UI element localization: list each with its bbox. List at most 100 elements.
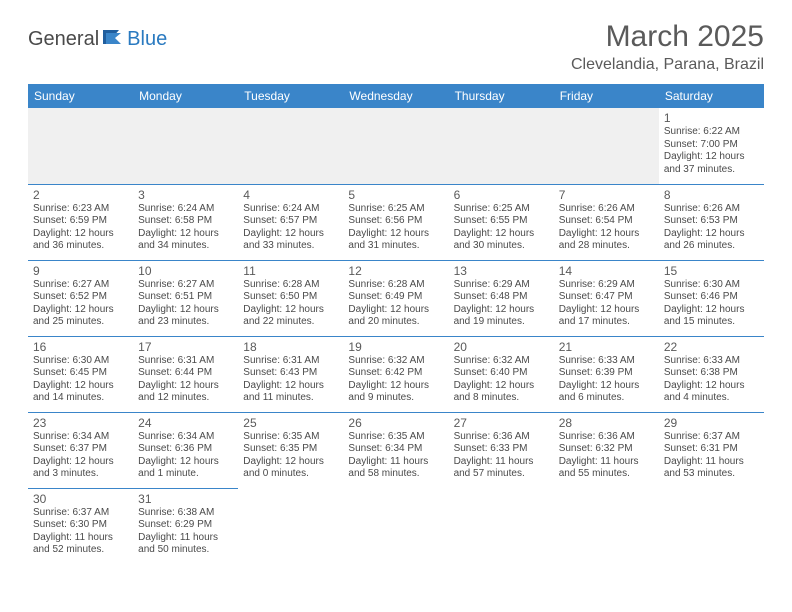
logo-text-general: General (28, 28, 99, 51)
calendar-cell: 21Sunrise: 6:33 AMSunset: 6:39 PMDayligh… (554, 336, 659, 412)
day-detail: Daylight: 12 hours (454, 304, 549, 317)
day-number: 18 (243, 340, 338, 354)
calendar-cell-empty (659, 488, 764, 564)
calendar-cell-empty (554, 488, 659, 564)
day-detail: Daylight: 12 hours (348, 304, 443, 317)
calendar-cell: 20Sunrise: 6:32 AMSunset: 6:40 PMDayligh… (449, 336, 554, 412)
day-number: 4 (243, 188, 338, 202)
day-detail: Sunset: 6:31 PM (664, 443, 759, 456)
calendar-cell: 17Sunrise: 6:31 AMSunset: 6:44 PMDayligh… (133, 336, 238, 412)
day-detail: Daylight: 12 hours (664, 380, 759, 393)
day-detail: Sunset: 6:42 PM (348, 367, 443, 380)
day-detail: Sunset: 6:47 PM (559, 291, 654, 304)
day-detail: Daylight: 11 hours (559, 456, 654, 469)
day-detail: Sunset: 6:57 PM (243, 215, 338, 228)
day-detail: Sunrise: 6:34 AM (33, 431, 128, 444)
day-number: 11 (243, 264, 338, 278)
page-title: March 2025 (571, 20, 764, 54)
day-number: 27 (454, 416, 549, 430)
day-detail: Sunset: 6:56 PM (348, 215, 443, 228)
day-number: 26 (348, 416, 443, 430)
day-number: 29 (664, 416, 759, 430)
day-detail: Sunset: 6:44 PM (138, 367, 233, 380)
day-detail: Sunrise: 6:35 AM (243, 431, 338, 444)
calendar-cell: 16Sunrise: 6:30 AMSunset: 6:45 PMDayligh… (28, 336, 133, 412)
day-detail: Sunset: 6:52 PM (33, 291, 128, 304)
day-detail: Daylight: 12 hours (664, 304, 759, 317)
day-detail: Sunrise: 6:31 AM (243, 355, 338, 368)
day-number: 7 (559, 188, 654, 202)
calendar-cell-empty (28, 108, 133, 184)
day-detail: Daylight: 11 hours (348, 456, 443, 469)
calendar-row: 16Sunrise: 6:30 AMSunset: 6:45 PMDayligh… (28, 336, 764, 412)
day-detail: Sunset: 6:43 PM (243, 367, 338, 380)
day-detail: Sunset: 6:46 PM (664, 291, 759, 304)
day-detail: and 26 minutes. (664, 240, 759, 253)
day-detail: Sunset: 7:00 PM (664, 139, 759, 152)
day-detail: Daylight: 11 hours (138, 532, 233, 545)
day-detail: Sunset: 6:34 PM (348, 443, 443, 456)
calendar-body: 1Sunrise: 6:22 AMSunset: 7:00 PMDaylight… (28, 108, 764, 564)
day-detail: and 15 minutes. (664, 316, 759, 329)
day-detail: Sunset: 6:37 PM (33, 443, 128, 456)
calendar-cell: 7Sunrise: 6:26 AMSunset: 6:54 PMDaylight… (554, 184, 659, 260)
day-detail: Sunset: 6:53 PM (664, 215, 759, 228)
day-detail: Sunrise: 6:30 AM (664, 279, 759, 292)
day-detail: and 34 minutes. (138, 240, 233, 253)
day-detail: Sunset: 6:55 PM (454, 215, 549, 228)
calendar-cell: 28Sunrise: 6:36 AMSunset: 6:32 PMDayligh… (554, 412, 659, 488)
day-header: Wednesday (343, 84, 448, 108)
day-detail: Sunset: 6:32 PM (559, 443, 654, 456)
title-block: March 2025 Clevelandia, Parana, Brazil (571, 20, 764, 74)
day-detail: Daylight: 12 hours (454, 228, 549, 241)
day-detail: Daylight: 12 hours (243, 304, 338, 317)
day-detail: Daylight: 12 hours (664, 228, 759, 241)
logo: General Blue (28, 20, 167, 51)
calendar-cell: 11Sunrise: 6:28 AMSunset: 6:50 PMDayligh… (238, 260, 343, 336)
calendar-cell: 8Sunrise: 6:26 AMSunset: 6:53 PMDaylight… (659, 184, 764, 260)
day-detail: Sunrise: 6:34 AM (138, 431, 233, 444)
day-detail: and 6 minutes. (559, 392, 654, 405)
day-number: 2 (33, 188, 128, 202)
day-number: 17 (138, 340, 233, 354)
day-detail: and 52 minutes. (33, 544, 128, 557)
day-detail: Sunrise: 6:29 AM (559, 279, 654, 292)
day-detail: Daylight: 12 hours (454, 380, 549, 393)
day-detail: Daylight: 12 hours (348, 228, 443, 241)
day-detail: Sunrise: 6:24 AM (138, 203, 233, 216)
calendar-cell: 27Sunrise: 6:36 AMSunset: 6:33 PMDayligh… (449, 412, 554, 488)
calendar-cell: 3Sunrise: 6:24 AMSunset: 6:58 PMDaylight… (133, 184, 238, 260)
day-detail: Daylight: 12 hours (243, 456, 338, 469)
day-detail: Daylight: 12 hours (559, 304, 654, 317)
day-detail: and 23 minutes. (138, 316, 233, 329)
day-detail: and 11 minutes. (243, 392, 338, 405)
day-number: 14 (559, 264, 654, 278)
calendar-cell: 26Sunrise: 6:35 AMSunset: 6:34 PMDayligh… (343, 412, 448, 488)
calendar-row: 1Sunrise: 6:22 AMSunset: 7:00 PMDaylight… (28, 108, 764, 184)
day-detail: Sunset: 6:33 PM (454, 443, 549, 456)
day-number: 15 (664, 264, 759, 278)
day-detail: Sunset: 6:58 PM (138, 215, 233, 228)
day-detail: Sunrise: 6:28 AM (348, 279, 443, 292)
day-detail: Daylight: 12 hours (33, 380, 128, 393)
day-number: 21 (559, 340, 654, 354)
day-number: 24 (138, 416, 233, 430)
day-detail: Sunset: 6:45 PM (33, 367, 128, 380)
calendar-cell: 19Sunrise: 6:32 AMSunset: 6:42 PMDayligh… (343, 336, 448, 412)
day-detail: Sunset: 6:51 PM (138, 291, 233, 304)
day-detail: Sunrise: 6:25 AM (454, 203, 549, 216)
day-detail: and 28 minutes. (559, 240, 654, 253)
calendar-row: 9Sunrise: 6:27 AMSunset: 6:52 PMDaylight… (28, 260, 764, 336)
day-number: 31 (138, 492, 233, 506)
calendar-cell: 25Sunrise: 6:35 AMSunset: 6:35 PMDayligh… (238, 412, 343, 488)
day-detail: and 57 minutes. (454, 468, 549, 481)
day-detail: and 30 minutes. (454, 240, 549, 253)
day-detail: and 55 minutes. (559, 468, 654, 481)
calendar-cell-empty (343, 108, 448, 184)
day-detail: and 12 minutes. (138, 392, 233, 405)
calendar-cell: 15Sunrise: 6:30 AMSunset: 6:46 PMDayligh… (659, 260, 764, 336)
day-detail: Sunrise: 6:22 AM (664, 126, 759, 139)
day-number: 8 (664, 188, 759, 202)
day-number: 6 (454, 188, 549, 202)
day-detail: and 9 minutes. (348, 392, 443, 405)
